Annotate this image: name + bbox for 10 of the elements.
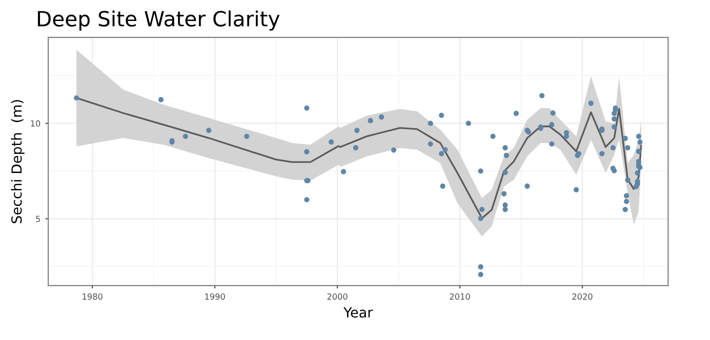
x-tick-label: 1990 [205,293,225,300]
y-axis-title: Secchi Depth (m) [11,100,24,224]
x-tick-label: 2010 [450,293,470,300]
y-tick-label: 5 [36,216,40,222]
x-tick-label: 1980 [82,293,102,300]
chart-title: Deep Site Water Clarity [38,10,280,31]
x-tick-label: 2020 [572,293,592,300]
x-axis-title: Year [343,307,373,318]
y-tick-label: 10 [30,120,40,127]
x-tick-label: 2000 [327,293,348,300]
